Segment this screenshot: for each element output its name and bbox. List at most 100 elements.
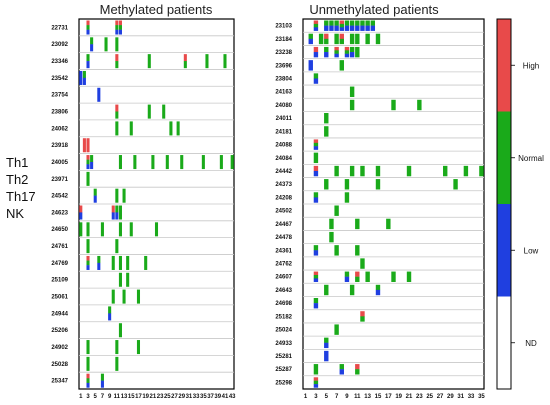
heatmap-cell bbox=[154, 222, 159, 237]
heatmap-cell bbox=[360, 311, 365, 317]
patient-label: 24698 bbox=[275, 301, 292, 307]
heatmap-cell bbox=[313, 364, 319, 375]
heatmap-cell bbox=[147, 104, 151, 119]
heatmap-cell bbox=[115, 212, 119, 220]
heatmap-cell bbox=[126, 255, 130, 270]
heatmap-cell bbox=[308, 33, 313, 40]
heatmap-cell bbox=[115, 25, 119, 30]
x-tick-label: 9 bbox=[345, 394, 349, 400]
heatmap-cell bbox=[349, 25, 355, 31]
x-tick-label: 39 bbox=[214, 394, 221, 400]
heatmap-cell bbox=[183, 61, 187, 69]
heatmap-cell bbox=[100, 222, 104, 237]
legend-label: Normal bbox=[518, 154, 544, 163]
x-tick-label: 27 bbox=[171, 394, 178, 400]
heatmap-cell bbox=[360, 20, 365, 26]
heatmap-cell bbox=[97, 255, 101, 264]
heatmap-cell bbox=[339, 20, 344, 25]
heatmap-cell bbox=[334, 165, 339, 177]
patient-label: 24902 bbox=[51, 345, 68, 351]
heatmap-cell bbox=[313, 142, 319, 147]
heatmap-cell bbox=[318, 33, 324, 45]
heatmap-cell bbox=[115, 20, 119, 26]
heatmap-cell bbox=[406, 165, 412, 177]
legend: High Normal Low ND bbox=[496, 18, 544, 390]
heatmap-cell bbox=[144, 255, 148, 270]
heatmap-cell bbox=[339, 38, 344, 45]
heatmap-cell bbox=[365, 33, 370, 45]
heatmap-cell bbox=[313, 165, 319, 172]
patient-label: 23092 bbox=[51, 42, 68, 48]
heatmap-cell bbox=[90, 37, 94, 45]
patient-label: 23804 bbox=[275, 76, 292, 82]
heatmap-cell bbox=[324, 38, 329, 45]
patient-label: 25061 bbox=[51, 295, 68, 301]
heatmap-cell bbox=[417, 99, 422, 111]
heatmap-cell bbox=[344, 271, 350, 277]
patient-label: 24769 bbox=[51, 261, 68, 267]
heatmap-cell bbox=[86, 171, 90, 186]
heatmap-cell bbox=[82, 70, 86, 79]
x-tick-label: 29 bbox=[178, 394, 185, 400]
patient-label: 25024 bbox=[275, 328, 292, 334]
heatmap-cell bbox=[180, 155, 184, 170]
heatmap-cell bbox=[82, 77, 86, 85]
heatmap-cell bbox=[133, 155, 137, 170]
heatmap-cell bbox=[443, 165, 448, 177]
heatmap-cell bbox=[176, 121, 180, 136]
x-tick-label: 29 bbox=[447, 394, 454, 400]
heatmap-cell bbox=[349, 33, 355, 45]
patient-label: 24467 bbox=[275, 222, 292, 228]
heatmap-cell bbox=[313, 170, 319, 177]
x-tick-label: 9 bbox=[108, 394, 112, 400]
patient-label: 24080 bbox=[275, 103, 292, 109]
heatmap-cell bbox=[118, 205, 122, 220]
heatmap-cell bbox=[201, 155, 205, 170]
legend-swatch bbox=[497, 204, 511, 297]
heatmap-cell bbox=[339, 60, 344, 71]
heatmap-cell bbox=[365, 20, 370, 26]
heatmap-cell bbox=[86, 164, 90, 170]
heatmap-cell bbox=[313, 52, 319, 58]
heatmap-cell bbox=[313, 245, 319, 251]
heatmap-cell bbox=[79, 70, 83, 85]
heatmap-cell bbox=[375, 179, 381, 190]
heatmap-cell bbox=[334, 53, 339, 58]
heatmap-cell bbox=[313, 384, 319, 388]
heatmap-cell bbox=[453, 179, 458, 190]
patient-label: 23971 bbox=[51, 177, 68, 183]
heatmap-cell bbox=[344, 50, 350, 54]
heatmap-cell bbox=[339, 33, 344, 40]
x-tick-label: 41 bbox=[222, 394, 229, 400]
heatmap-cell bbox=[313, 192, 319, 198]
heatmap-cell bbox=[344, 53, 350, 58]
heatmap-cell bbox=[375, 284, 381, 291]
heatmap-cell bbox=[90, 161, 94, 170]
heatmap-cell bbox=[100, 373, 104, 381]
x-tick-label: 5 bbox=[325, 394, 329, 400]
patient-label: 25182 bbox=[275, 314, 292, 320]
heatmap-cell bbox=[115, 61, 119, 69]
x-tick-label: 19 bbox=[395, 394, 402, 400]
heatmap-cell bbox=[375, 165, 381, 177]
heatmap-cell bbox=[230, 155, 234, 170]
heatmap-cell bbox=[334, 245, 339, 256]
heatmap-cell bbox=[115, 54, 119, 62]
heatmap-cell bbox=[219, 155, 223, 170]
x-tick-label: 27 bbox=[437, 394, 444, 400]
x-tick-label: 17 bbox=[385, 394, 392, 400]
patient-label: 25298 bbox=[275, 380, 292, 386]
x-tick-label: 7 bbox=[101, 394, 105, 400]
heatmap-cell bbox=[115, 111, 119, 119]
x-tick-label: 17 bbox=[135, 394, 142, 400]
heatmap-cell bbox=[86, 61, 90, 69]
heatmap-cell bbox=[79, 222, 83, 237]
patient-label: 23918 bbox=[51, 143, 68, 149]
x-tick-label: 31 bbox=[457, 394, 464, 400]
patient-label: 24944 bbox=[51, 311, 68, 317]
heatmap-cell bbox=[86, 29, 90, 35]
heatmap-cell bbox=[344, 276, 350, 282]
x-tick-label: 33 bbox=[193, 394, 200, 400]
x-tick-label: 21 bbox=[150, 394, 157, 400]
heatmap-cell bbox=[118, 222, 122, 237]
